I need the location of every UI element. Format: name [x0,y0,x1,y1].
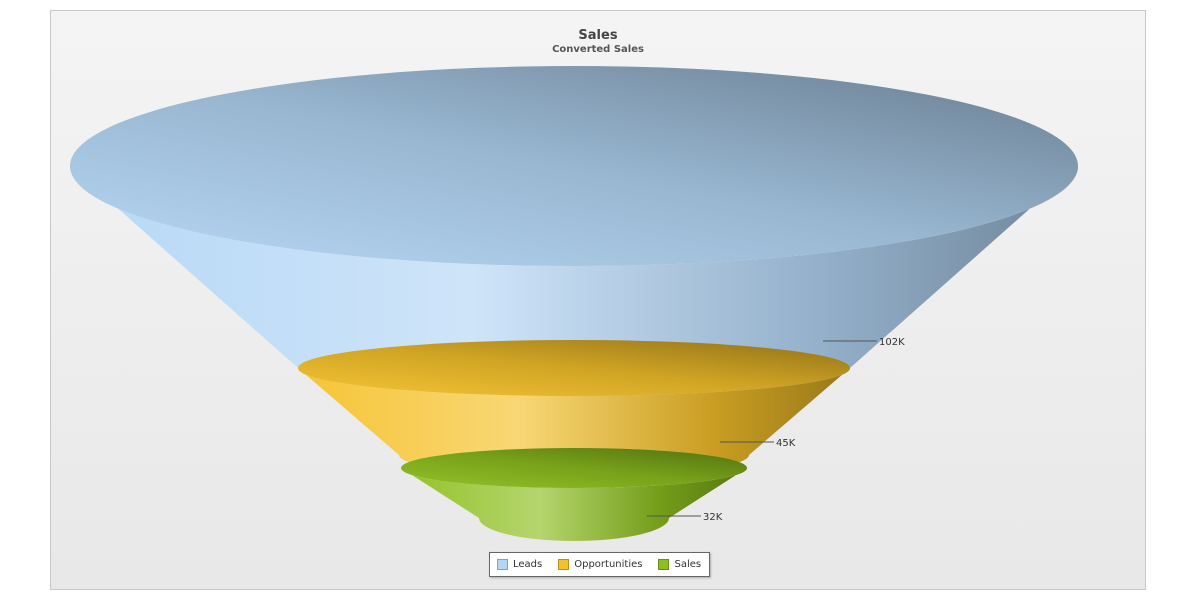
legend-item-leads[interactable]: Leads [497,559,542,570]
legend-item-sales[interactable]: Sales [658,559,701,570]
value-label-opportunities: 45K [776,438,796,449]
funnel-segment-top-opportunities [298,340,850,396]
value-label-leads: 102K [879,337,905,348]
funnel-segment-top-leads [70,66,1078,266]
legend-swatch-leads [497,559,508,570]
funnel-segment-sales [401,468,747,541]
legend-label-leads: Leads [513,559,543,570]
legend-label-sales: Sales [674,559,702,570]
legend-swatch-opportunities [558,559,570,570]
funnel-segment-leads [70,166,1078,396]
legend-label-opportunities: Opportunities [574,559,643,570]
value-label-sales: 32K [703,512,723,523]
chart-subtitle: Converted Sales [552,44,644,55]
legend-item-opportunities[interactable]: Opportunities [558,559,642,570]
chart-title: Sales [578,28,618,43]
funnel-segment-opportunities [298,368,850,477]
legend: Leads Opportunities Sales [489,552,711,577]
funnel-segment-top-sales [401,448,747,488]
legend-swatch-sales [658,559,670,570]
funnel-plot: 102K 45K 32K [70,66,1078,541]
chart-frame: Sales Converted Sales 102K 45K 32K Leads Op… [50,10,1146,590]
